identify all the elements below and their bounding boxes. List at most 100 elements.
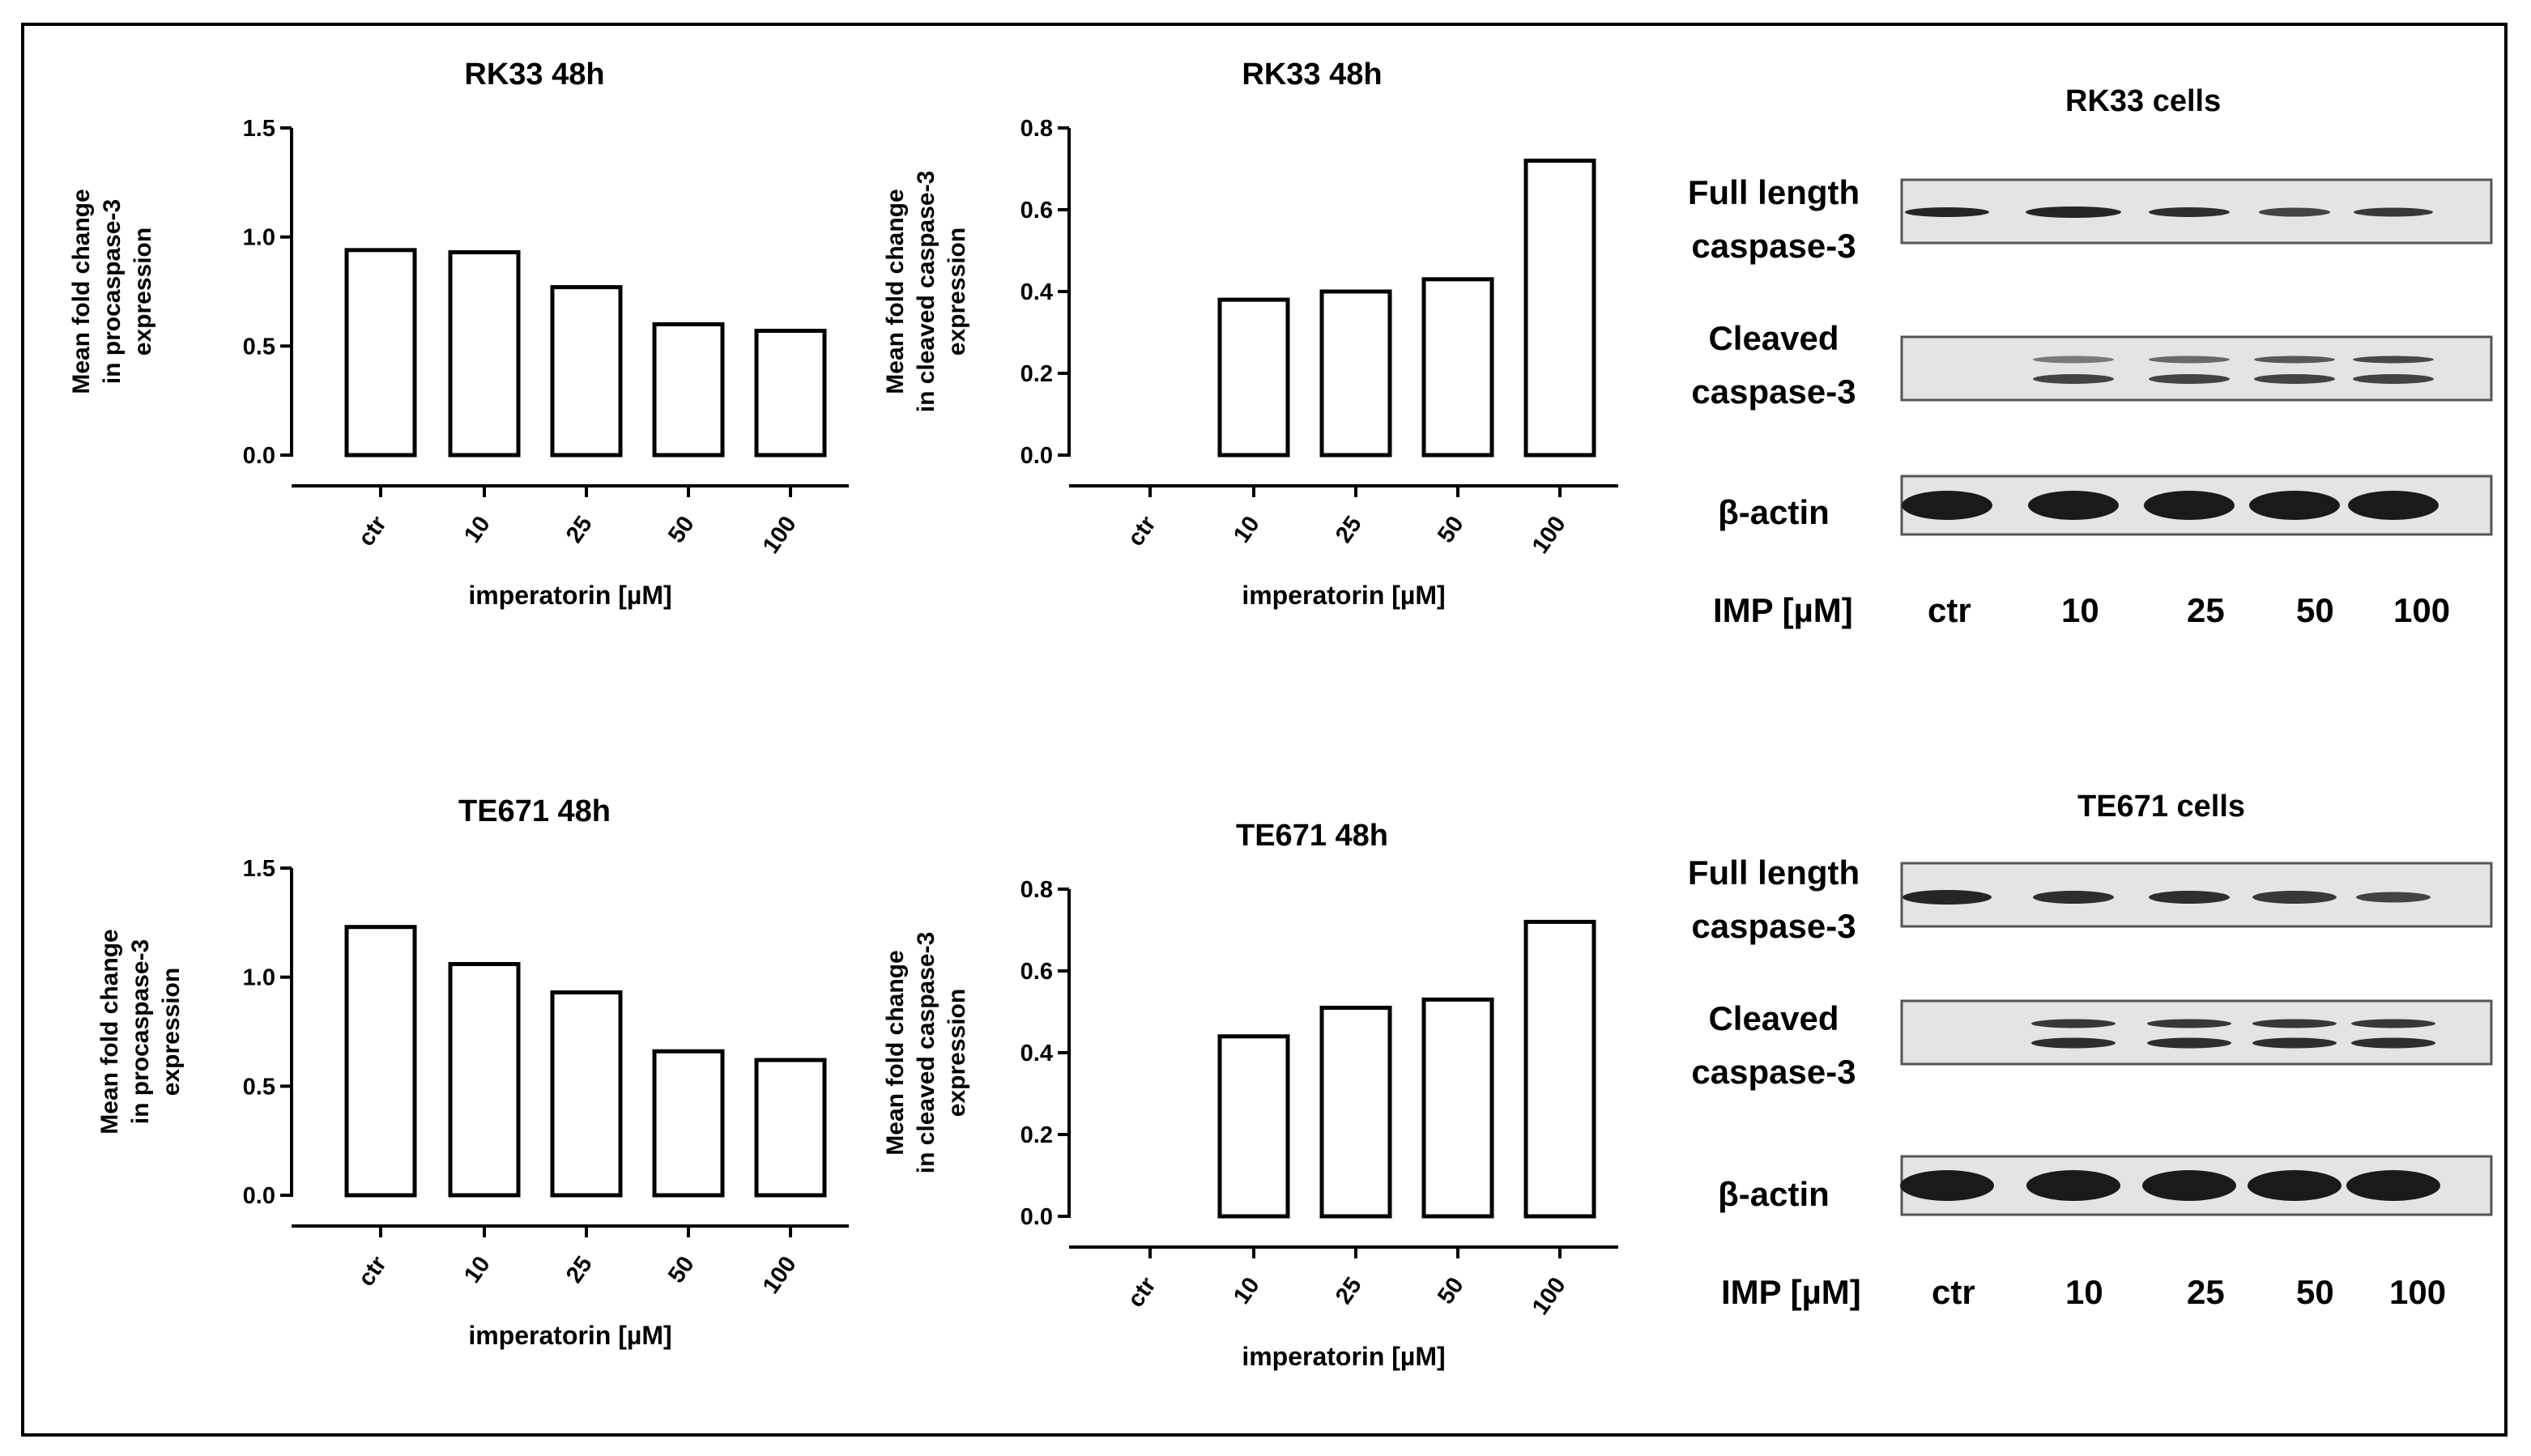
y-tick-label: 0.5 bbox=[243, 334, 275, 360]
lane-label: ctr bbox=[1932, 1273, 1975, 1311]
blot-row-label: β-actin bbox=[1718, 1175, 1830, 1213]
y-tick-label: 0.5 bbox=[243, 1074, 275, 1100]
lane-header: IMP [µM] bbox=[1713, 591, 1853, 629]
bar bbox=[754, 328, 827, 458]
band bbox=[1900, 1170, 1994, 1201]
y-tick-label: 0.6 bbox=[1020, 959, 1053, 985]
blot-title-te671: TE671 cells bbox=[2077, 790, 2246, 824]
band bbox=[2259, 207, 2330, 217]
y-tick-label: 0.2 bbox=[1020, 361, 1053, 387]
y-axis-label: in procaspase-3 bbox=[127, 939, 154, 1124]
y-axis-label: expression bbox=[944, 228, 970, 355]
band bbox=[2147, 1037, 2231, 1049]
band bbox=[2348, 491, 2439, 520]
chart-title: RK33 48h bbox=[1242, 57, 1382, 92]
lane-label: 25 bbox=[2187, 591, 2225, 629]
bar bbox=[344, 925, 417, 1198]
band bbox=[2351, 1037, 2435, 1049]
y-tick-label: 0.2 bbox=[1020, 1122, 1053, 1148]
y-tick-label: 0.0 bbox=[1020, 1204, 1053, 1230]
x-axis-label: imperatorin [µM] bbox=[468, 1321, 671, 1350]
lane-label: 50 bbox=[2296, 1273, 2334, 1311]
band bbox=[1902, 491, 1992, 520]
bar bbox=[1217, 297, 1290, 458]
band bbox=[2033, 891, 2114, 904]
y-tick-label: 0.6 bbox=[1020, 198, 1053, 224]
x-axis-label: imperatorin [µM] bbox=[1242, 581, 1445, 610]
bar bbox=[550, 990, 623, 1198]
band bbox=[2252, 891, 2337, 904]
x-axis-label: imperatorin [µM] bbox=[468, 581, 671, 610]
band bbox=[2249, 491, 2340, 520]
blot-row-label: Cleaved caspase-3 bbox=[1691, 319, 1856, 411]
y-axis-label: in cleaved caspase-3 bbox=[913, 171, 940, 413]
band bbox=[2144, 491, 2235, 520]
chart-title: TE671 48h bbox=[1236, 819, 1388, 853]
y-tick-label: 1.0 bbox=[243, 225, 275, 251]
lane-label: 10 bbox=[2065, 1273, 2103, 1311]
band bbox=[2354, 207, 2433, 217]
band bbox=[2254, 355, 2335, 364]
band bbox=[2026, 1170, 2120, 1201]
bar bbox=[652, 321, 725, 458]
blot-row-label: Full length caspase-3 bbox=[1687, 854, 1860, 945]
band bbox=[1903, 890, 1992, 905]
band bbox=[2149, 374, 2230, 384]
bar bbox=[1319, 289, 1392, 458]
chart-title: TE671 48h bbox=[458, 794, 611, 828]
blot-title-rk33: RK33 cells bbox=[2065, 84, 2222, 118]
y-axis-label: Mean fold change bbox=[68, 189, 95, 394]
bar bbox=[550, 285, 623, 458]
y-tick-label: 1.5 bbox=[243, 856, 275, 882]
band bbox=[2147, 1019, 2231, 1028]
band bbox=[2031, 1037, 2116, 1049]
bar bbox=[448, 250, 521, 458]
band bbox=[2149, 207, 2230, 217]
band bbox=[2248, 1170, 2341, 1201]
lane-header: IMP [µM] bbox=[1721, 1273, 1861, 1311]
y-axis-label: Mean fold change bbox=[96, 929, 123, 1134]
y-tick-label: 0.8 bbox=[1020, 116, 1053, 142]
band bbox=[2353, 374, 2434, 384]
y-axis-label: Mean fold change bbox=[882, 189, 909, 394]
y-axis-label: expression bbox=[130, 228, 156, 355]
y-tick-label: 0.0 bbox=[243, 1183, 275, 1209]
chart-2: TE671 48h 0.0 0.5 1.0 1.5 Mean fold change in … bbox=[96, 794, 849, 1350]
lane-label: 25 bbox=[2187, 1273, 2225, 1311]
x-axis-label: imperatorin [µM] bbox=[1242, 1342, 1445, 1371]
y-tick-label: 1.0 bbox=[243, 965, 275, 991]
y-axis-label: in procaspase-3 bbox=[99, 199, 126, 384]
y-tick-label: 0.0 bbox=[243, 443, 275, 469]
chart-3: TE671 48h 0.0 0.2 0.4 0.6 0.8 Mean fold change… bbox=[882, 819, 1618, 1371]
band bbox=[2028, 491, 2119, 520]
band bbox=[2353, 355, 2434, 364]
band bbox=[2356, 892, 2431, 903]
y-tick-label: 0.4 bbox=[1020, 279, 1053, 305]
band bbox=[2026, 206, 2121, 218]
band bbox=[2351, 1019, 2435, 1028]
band bbox=[2033, 355, 2114, 364]
chart-title: RK33 48h bbox=[464, 57, 604, 92]
band bbox=[2031, 1019, 2116, 1028]
y-axis-label: Mean fold change bbox=[882, 950, 909, 1155]
blot-row-label: Full length caspase-3 bbox=[1687, 173, 1860, 265]
y-axis-label: expression bbox=[158, 968, 185, 1096]
blot-row-label: β-actin bbox=[1718, 493, 1830, 531]
lane-label: 100 bbox=[2393, 591, 2451, 629]
band bbox=[2142, 1170, 2236, 1201]
bar bbox=[652, 1049, 725, 1198]
blot-row-label: Cleaved caspase-3 bbox=[1691, 999, 1856, 1091]
figure-frame bbox=[21, 23, 2508, 1437]
bar bbox=[1523, 158, 1596, 458]
blot-cleaved-rk33 bbox=[1900, 335, 2493, 402]
lane-label: 10 bbox=[2061, 591, 2099, 629]
bar bbox=[1421, 997, 1494, 1219]
bar bbox=[1319, 1005, 1392, 1219]
bar bbox=[1217, 1034, 1290, 1219]
band bbox=[2033, 374, 2114, 384]
lane-label: 100 bbox=[2389, 1273, 2447, 1311]
band bbox=[2252, 1037, 2337, 1049]
